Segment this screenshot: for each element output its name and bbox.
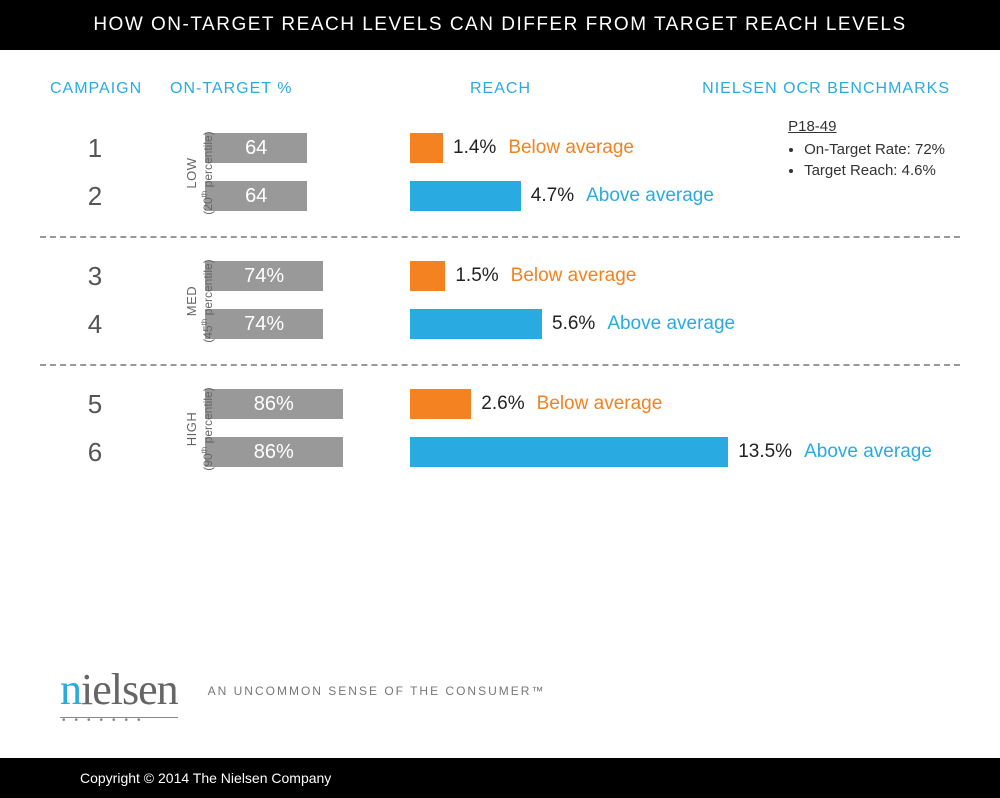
reach-percent: 5.6% (552, 313, 595, 335)
campaign-number: 1 (40, 133, 150, 164)
column-headers: CAMPAIGN ON-TARGET % REACH NIELSEN OCR B… (40, 80, 960, 98)
reach-percent: 2.6% (481, 393, 524, 415)
chart-group: MED(45th percentile) 3 74% 1.5% Below averag… (40, 244, 960, 358)
content-area: CAMPAIGN ON-TARGET % REACH NIELSEN OCR B… (0, 50, 1000, 486)
copyright-footer: Copyright © 2014 The Nielsen Company (0, 758, 1000, 798)
group-vertical-label: HIGH(90th percentile) (184, 387, 215, 470)
campaign-number: 3 (40, 261, 150, 292)
reach-status-label: Below average (511, 265, 637, 287)
group-vertical-label: LOW(20th percentile) (184, 131, 215, 214)
campaign-number: 5 (40, 389, 150, 420)
logo-dots: ••••••• (62, 715, 150, 726)
chart-group: HIGH(90th percentile) 5 86% 2.6% Below avera… (40, 372, 960, 486)
chart-row: 3 74% 1.5% Below average (40, 252, 960, 300)
reach-percent: 1.5% (455, 265, 498, 287)
col-header-reach: REACH (390, 80, 690, 98)
reach-status-label: Above average (586, 185, 714, 207)
on-target-bar: 74% (205, 261, 323, 291)
col-header-benchmarks: NIELSEN OCR BENCHMARKS (690, 80, 960, 98)
reach-percent: 1.4% (453, 137, 496, 159)
reach-bar (410, 133, 443, 163)
chart-group: LOW(20th percentile) 1 64 1.4% Below average… (40, 116, 960, 230)
on-target-bar: 86% (205, 437, 343, 467)
chart-row: 2 64 4.7% Above average (40, 172, 960, 220)
page-title: HOW ON-TARGET REACH LEVELS CAN DIFFER FR… (0, 0, 1000, 50)
chart-row: 4 74% 5.6% Above average (40, 300, 960, 348)
reach-bar (410, 437, 728, 467)
chart-row: 5 86% 2.6% Below average (40, 380, 960, 428)
reach-bar (410, 389, 471, 419)
reach-status-label: Above average (804, 441, 932, 463)
group-divider (40, 364, 960, 366)
on-target-bar: 74% (205, 309, 323, 339)
group-vertical-label: MED(45th percentile) (184, 259, 215, 342)
reach-bar (410, 261, 445, 291)
col-header-ontarget: ON-TARGET % (150, 80, 390, 98)
nielsen-logo: nielsen (60, 664, 178, 718)
reach-status-label: Below average (508, 137, 634, 159)
group-divider (40, 236, 960, 238)
reach-status-label: Above average (607, 313, 735, 335)
campaign-number: 6 (40, 437, 150, 468)
reach-percent: 13.5% (738, 441, 792, 463)
logo-area: nielsen AN UNCOMMON SENSE OF THE CONSUME… (60, 664, 545, 718)
tagline: AN UNCOMMON SENSE OF THE CONSUMER™ (208, 684, 546, 698)
on-target-bar: 86% (205, 389, 343, 419)
reach-bar (410, 181, 521, 211)
col-header-campaign: CAMPAIGN (40, 80, 150, 98)
reach-bar (410, 309, 542, 339)
chart-row: 1 64 1.4% Below average (40, 124, 960, 172)
on-target-bar: 64 (205, 133, 307, 163)
on-target-bar: 64 (205, 181, 307, 211)
chart-row: 6 86% 13.5% Above average (40, 428, 960, 476)
chart-groups: LOW(20th percentile)1641.4%Below average… (40, 116, 960, 486)
campaign-number: 4 (40, 309, 150, 340)
reach-percent: 4.7% (531, 185, 574, 207)
reach-status-label: Below average (537, 393, 663, 415)
campaign-number: 2 (40, 181, 150, 212)
